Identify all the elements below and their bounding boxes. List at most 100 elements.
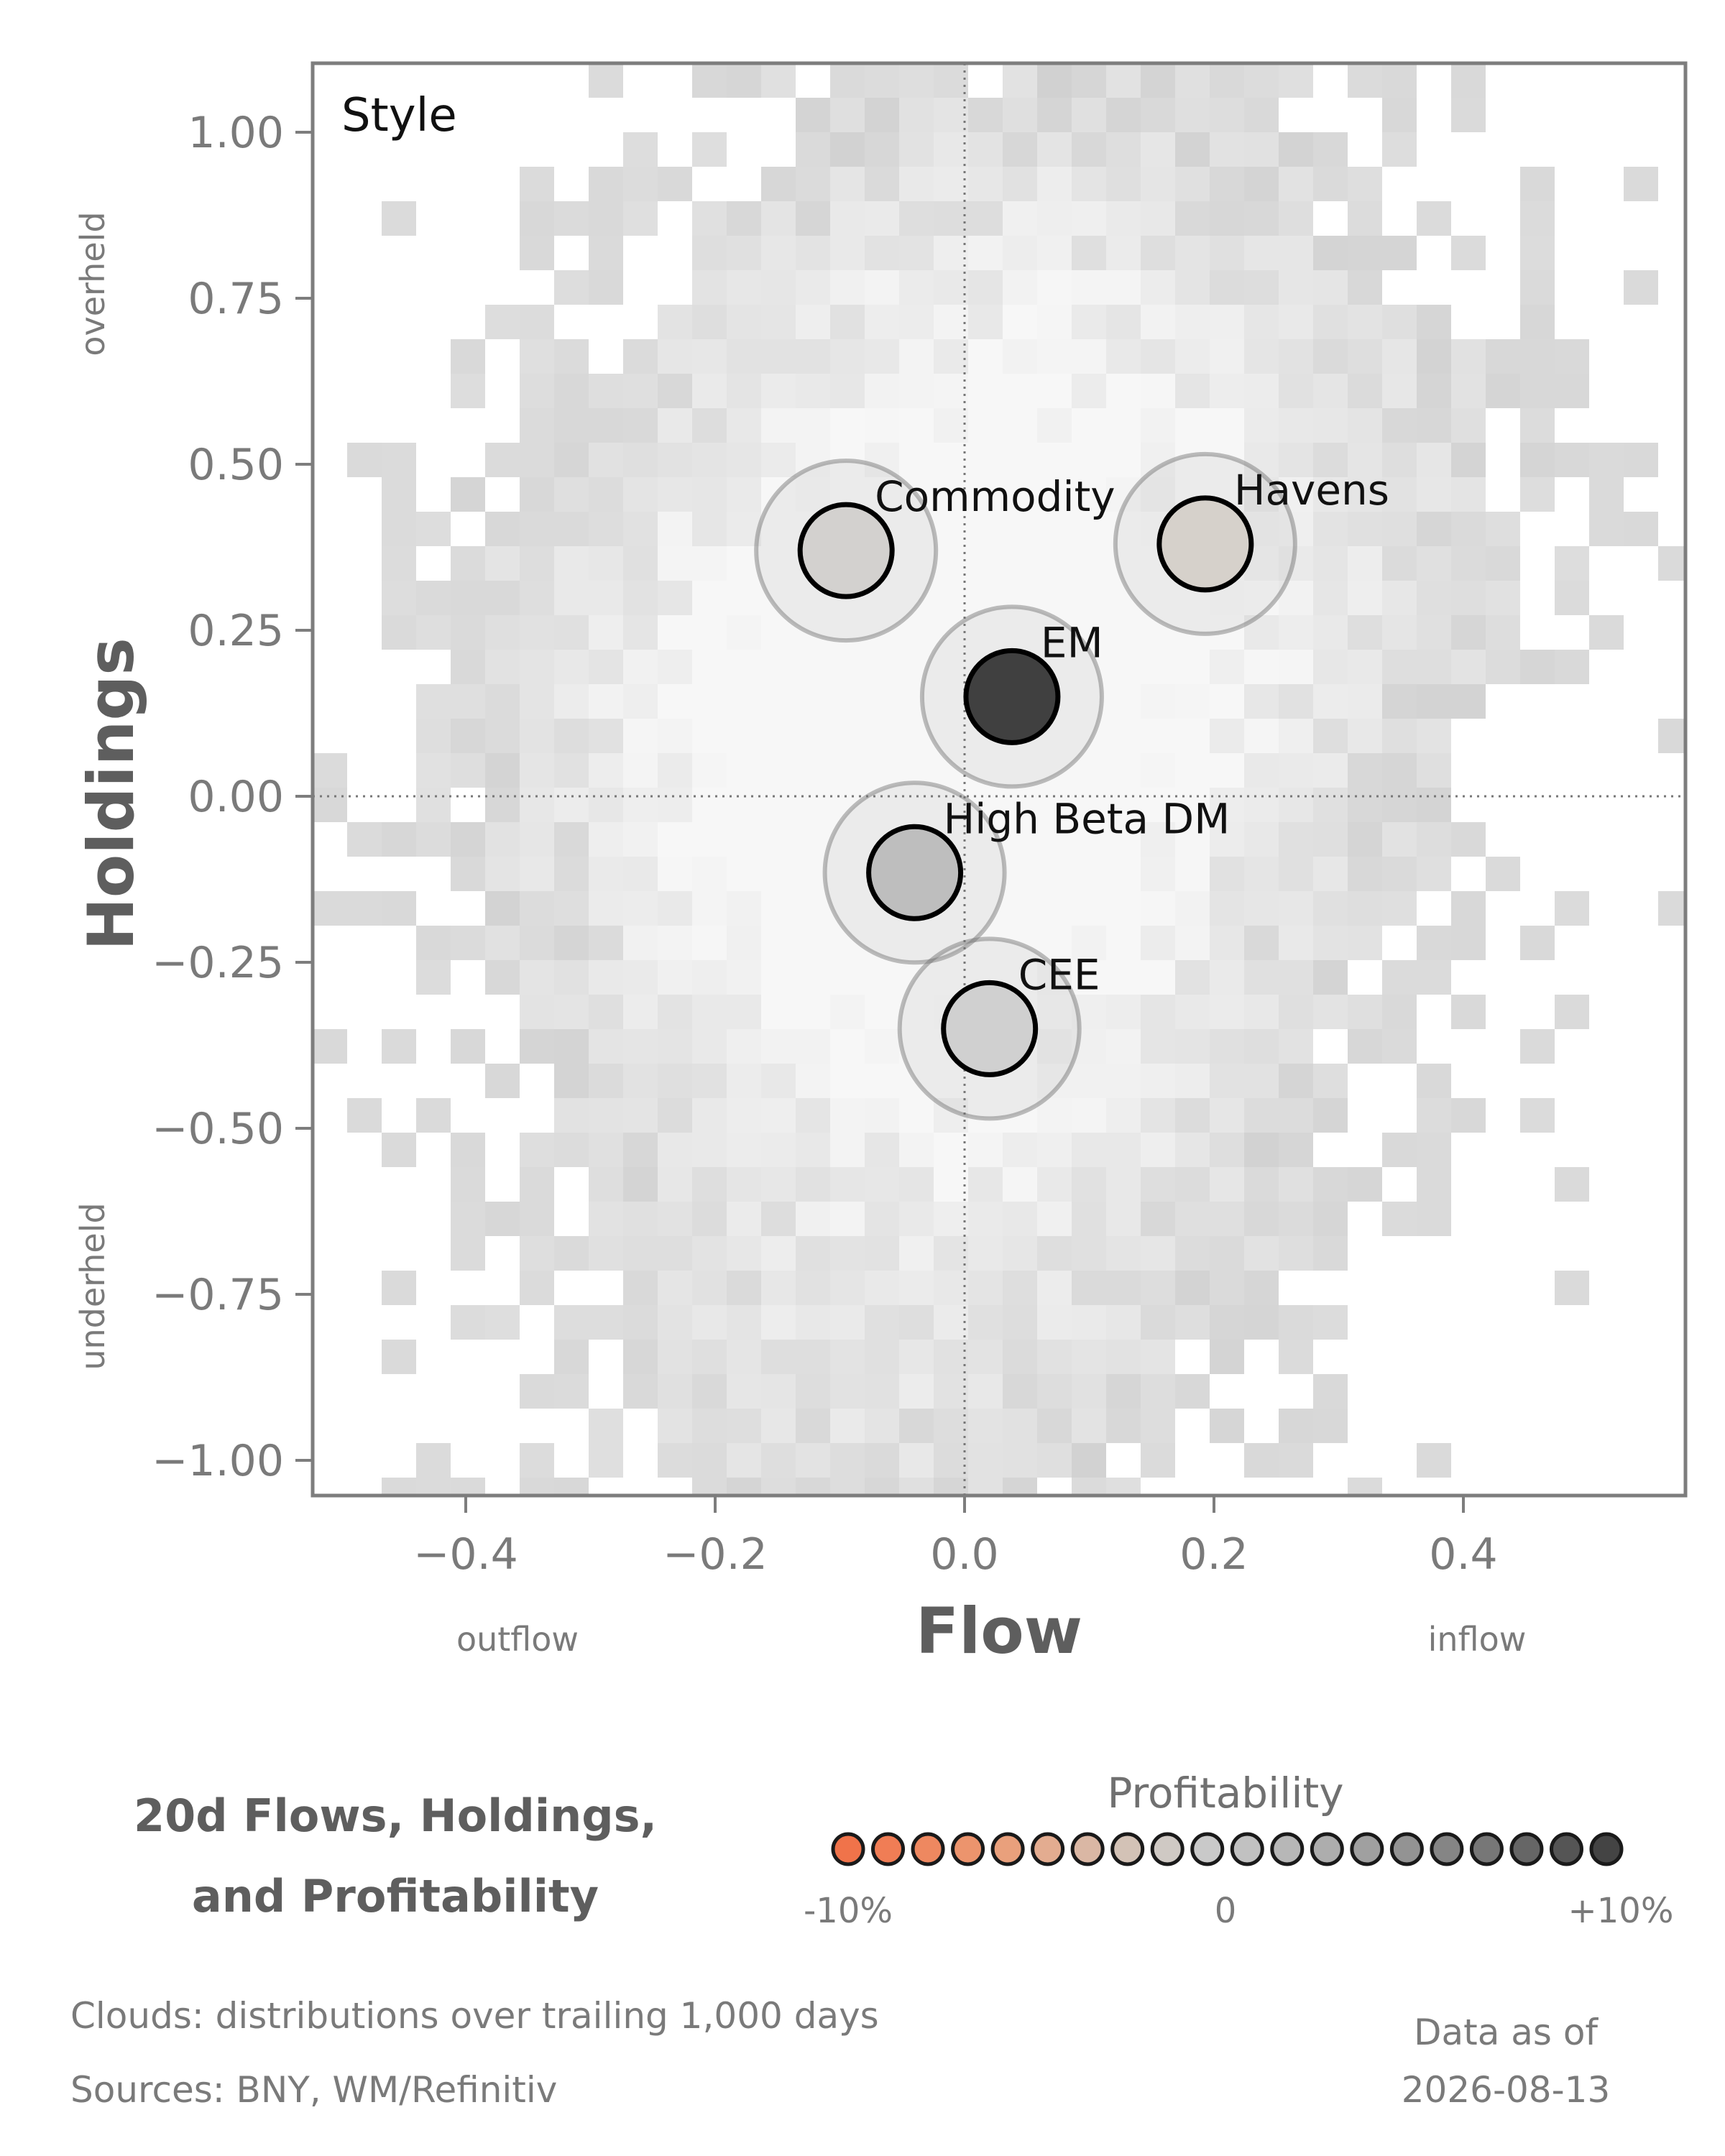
cloud-cell	[761, 1064, 796, 1098]
cloud-cell	[865, 132, 899, 167]
cloud-cell	[1417, 960, 1451, 995]
cloud-cell	[589, 581, 623, 615]
cloud-cell	[1451, 63, 1486, 98]
cloud-cell	[589, 1064, 623, 1098]
cloud-cell	[520, 581, 554, 615]
cloud-cell	[1106, 132, 1141, 167]
cloud-cell	[761, 1443, 796, 1478]
cloud-cell	[1555, 581, 1589, 615]
cloud-cell	[1072, 891, 1106, 926]
cloud-cell	[485, 615, 520, 650]
cloud-cell	[830, 822, 865, 857]
cloud-cell	[1106, 1202, 1141, 1236]
cloud-cell	[1072, 1236, 1106, 1271]
legend-dot	[1389, 1832, 1424, 1866]
cloud-cell	[899, 615, 934, 650]
cloud-cell	[692, 305, 727, 339]
cloud-cell	[1451, 615, 1486, 650]
cloud-cell	[485, 650, 520, 684]
cloud-cell	[1141, 1443, 1175, 1478]
legend-dot	[1031, 1832, 1065, 1866]
cloud-cell	[451, 477, 485, 512]
cloud-cell	[1279, 477, 1313, 512]
cloud-cell	[485, 1064, 520, 1098]
cloud-cell	[934, 1167, 968, 1202]
cloud-cell	[1003, 1478, 1037, 1496]
cloud-cell	[968, 374, 1003, 408]
cloud-cell	[1037, 1236, 1072, 1271]
cloud-cell	[727, 63, 761, 98]
cloud-cell	[1210, 374, 1244, 408]
cloud-cell	[520, 546, 554, 581]
cloud-cell	[1106, 546, 1141, 581]
cloud-cell	[934, 1340, 968, 1374]
cloud-cell	[968, 788, 1003, 822]
cloud-cell	[1003, 408, 1037, 443]
cloud-cell	[520, 1374, 554, 1409]
cloud-cell	[1003, 305, 1037, 339]
cloud-cell	[1141, 1133, 1175, 1167]
cloud-cell	[830, 1029, 865, 1064]
cloud-cell	[520, 305, 554, 339]
cloud-cell	[1141, 167, 1175, 201]
cloud-cell	[796, 1029, 830, 1064]
cloud-cell	[692, 270, 727, 305]
bubble-label: High Beta DM	[944, 794, 1230, 843]
cloud-cell	[554, 443, 589, 477]
cloud-cell	[830, 1064, 865, 1098]
cloud-cell	[692, 719, 727, 753]
cloud-cell	[865, 1443, 899, 1478]
cloud-cell	[1210, 305, 1244, 339]
cloud-cell	[865, 753, 899, 788]
cloud-cell	[830, 926, 865, 960]
cloud-cell	[1141, 581, 1175, 615]
cloud-cell	[1244, 443, 1279, 477]
cloud-cell	[1555, 891, 1589, 926]
legend-dot	[990, 1832, 1025, 1866]
cloud-cell	[899, 995, 934, 1029]
cloud-cell	[1313, 684, 1348, 719]
cloud-cell	[520, 788, 554, 822]
cloud-cell	[830, 1409, 865, 1443]
legend-dot	[911, 1832, 945, 1866]
cloud-cell	[589, 684, 623, 719]
cloud-cell	[589, 1133, 623, 1167]
cloud-cell	[1382, 822, 1417, 857]
cloud-cell	[520, 339, 554, 374]
cloud-cell	[1348, 167, 1382, 201]
cloud-cell	[968, 926, 1003, 960]
cloud-cell	[1417, 857, 1451, 891]
cloud-cell	[1313, 960, 1348, 995]
cloud-cell	[1072, 167, 1106, 201]
cloud-cell	[1348, 546, 1382, 581]
cloud-cell	[1279, 270, 1313, 305]
cloud-cell	[1037, 1271, 1072, 1305]
cloud-cell	[1175, 1098, 1210, 1133]
cloud-cell	[1175, 995, 1210, 1029]
cloud-cell	[1348, 305, 1382, 339]
cloud-cell	[554, 1064, 589, 1098]
cloud-cell	[727, 822, 761, 857]
cloud-cell	[623, 1271, 658, 1305]
data-as-of-label: Data as of	[1414, 2012, 1598, 2053]
cloud-cell	[623, 1167, 658, 1202]
cloud-cell	[830, 167, 865, 201]
cloud-cell	[1313, 339, 1348, 374]
cloud-cell	[1175, 236, 1210, 270]
cloud-cell	[416, 512, 451, 546]
cloud-cell	[830, 615, 865, 650]
cloud-cell	[1175, 1305, 1210, 1340]
cloud-cell	[1037, 960, 1072, 995]
cloud-cell	[313, 1029, 347, 1064]
cloud-cell	[1141, 1167, 1175, 1202]
cloud-cell	[727, 753, 761, 788]
cloud-cell	[934, 684, 968, 719]
cloud-cell	[485, 719, 520, 753]
cloud-cell	[1624, 270, 1658, 305]
cloud-cell	[1451, 98, 1486, 132]
cloud-cell	[1313, 1409, 1348, 1443]
cloud-cell	[382, 1029, 416, 1064]
cloud-cell	[934, 374, 968, 408]
cloud-cell	[692, 1305, 727, 1340]
cloud-cell	[727, 443, 761, 477]
